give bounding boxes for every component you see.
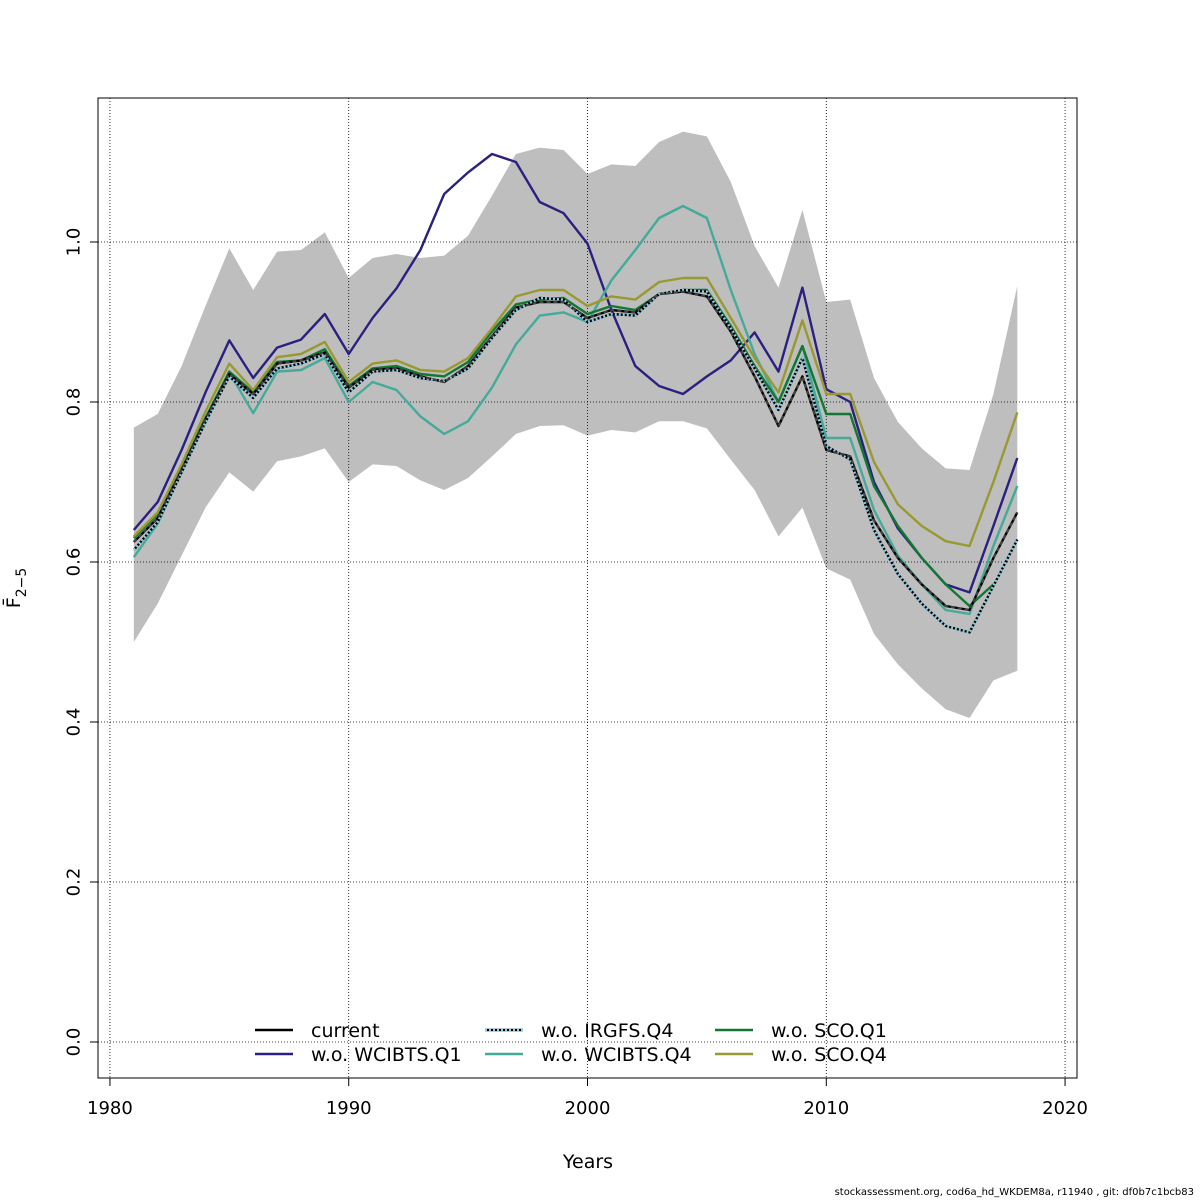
y-axis-title: F̄2−5 bbox=[1, 568, 30, 608]
y-tick-label: 0.2 bbox=[64, 868, 85, 897]
series-line-w-o-wcibts-q4 bbox=[132, 204, 1019, 616]
x-axis: 1980 1990 2000 2010 2020 bbox=[87, 1077, 1088, 1119]
y-axis-title-main: F̄ bbox=[1, 597, 25, 608]
x-tick-label: 2010 bbox=[803, 1098, 849, 1119]
series-line-w-o-wcibts-q1 bbox=[132, 152, 1019, 594]
x-tick-label: 2000 bbox=[565, 1098, 611, 1119]
y-tick-label: 0.8 bbox=[64, 388, 85, 417]
y-axis: 0.0 0.2 0.4 0.6 0.8 1.0 bbox=[64, 228, 99, 1057]
confidence-band-layer bbox=[133, 131, 1018, 719]
series-line-w-o-sco-q4 bbox=[132, 276, 1019, 548]
series-line-w-o-sco-q1 bbox=[132, 288, 995, 608]
legend-label: w.o. SCO.Q4 bbox=[771, 1044, 887, 1066]
y-tick-label: 0.4 bbox=[64, 708, 85, 737]
series-layer bbox=[132, 152, 1019, 634]
y-tick-label: 0.6 bbox=[64, 548, 85, 577]
x-tick-label: 1980 bbox=[87, 1098, 133, 1119]
series-line-current-overlay bbox=[133, 290, 1019, 612]
x-tick-label: 2020 bbox=[1042, 1098, 1088, 1119]
svg-text:F̄2−5: F̄2−5 bbox=[1, 568, 30, 608]
legend-label: current bbox=[311, 1020, 380, 1042]
legend-label: w.o. WCIBTS.Q4 bbox=[541, 1044, 692, 1066]
y-tick-label: 1.0 bbox=[64, 228, 85, 257]
series-line-w-o-irgfs-q4 bbox=[132, 288, 1019, 634]
y-axis-title-subscript: 2−5 bbox=[14, 568, 30, 598]
y-tick-label: 0.0 bbox=[64, 1028, 85, 1057]
confidence-band bbox=[133, 131, 1018, 719]
legend-label: w.o. IRGFS.Q4 bbox=[541, 1020, 673, 1042]
legend-label: w.o. WCIBTS.Q1 bbox=[311, 1044, 462, 1066]
legend-label: w.o. SCO.Q1 bbox=[771, 1020, 887, 1042]
x-axis-title: Years bbox=[562, 1151, 613, 1173]
footer-credit: stockassessment.org, cod6a_hd_WKDEM8a, r… bbox=[834, 1187, 1194, 1198]
x-tick-label: 1990 bbox=[326, 1098, 372, 1119]
